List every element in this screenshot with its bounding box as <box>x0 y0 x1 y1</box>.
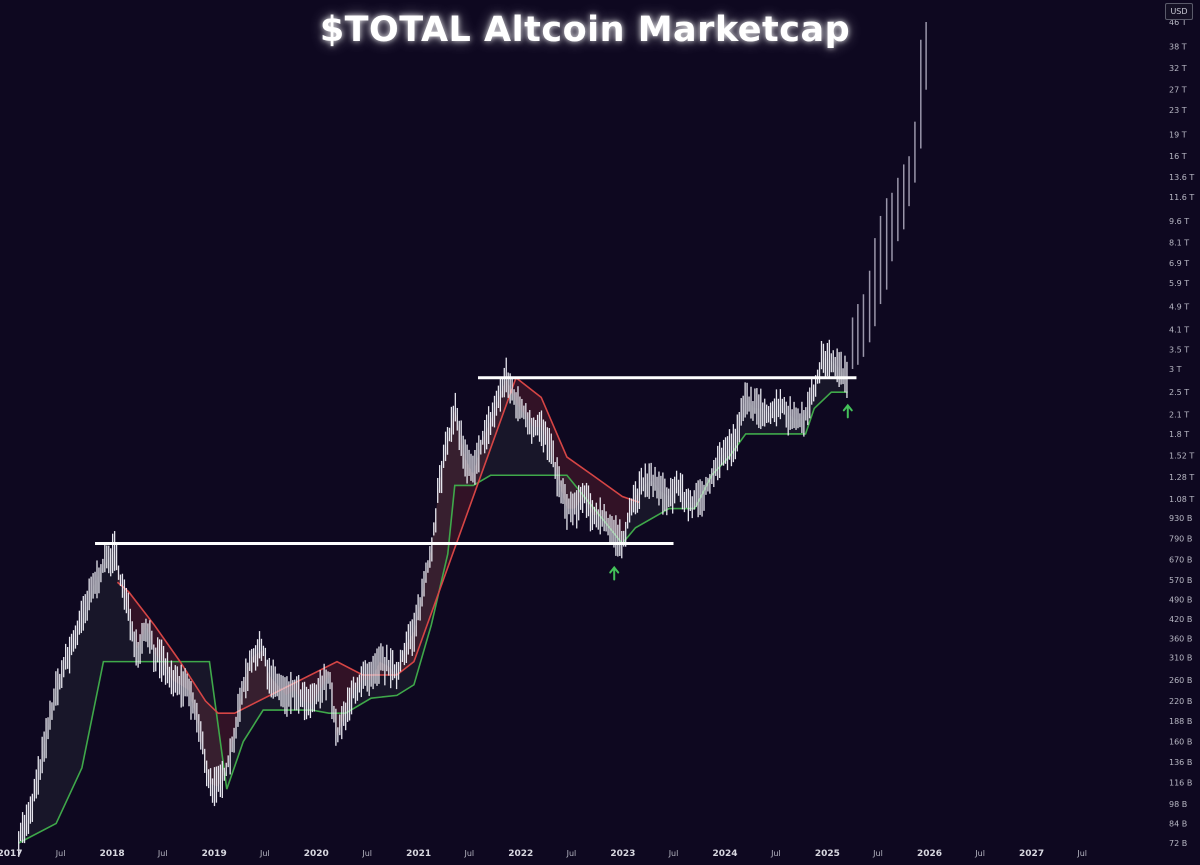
y-tick-label: 23 T <box>1169 106 1187 115</box>
band-layer <box>18 357 848 844</box>
y-tick-label: 3.5 T <box>1169 345 1189 354</box>
y-tick-label: 4.1 T <box>1169 325 1189 334</box>
y-tick-label: 16 T <box>1169 152 1187 161</box>
y-axis[interactable]: 46 T 38 T 32 T 27 T 23 T 19 T 16 T 13.6 T 11.6 T… <box>1169 18 1194 848</box>
y-tick-label: 2.1 T <box>1169 410 1189 419</box>
y-tick-label: 13.6 T <box>1169 173 1194 182</box>
x-axis[interactable]: 2017 Jul 2018 Jul 2019 Jul 2020 Jul 2021 Jul 2022 J… <box>0 849 1087 859</box>
x-tick-label: Jul <box>770 849 781 858</box>
x-tick-label: Jul <box>463 849 474 858</box>
y-tick-label: 420 B <box>1169 615 1192 624</box>
y-tick-label: 19 T <box>1169 130 1187 139</box>
up-arrow-icon <box>609 565 620 581</box>
x-tick-label: Jul <box>668 849 679 858</box>
x-tick-label: Jul <box>361 849 372 858</box>
x-tick-label: Jul <box>566 849 577 858</box>
up-arrow-icon <box>842 403 853 419</box>
arrow-layer <box>609 403 853 581</box>
y-tick-label: 930 B <box>1169 514 1192 523</box>
y-tick-label: 260 B <box>1169 676 1192 685</box>
x-tick-label: Jul <box>1076 849 1087 858</box>
y-tick-label: 5.9 T <box>1169 279 1189 288</box>
y-tick-label: 2.5 T <box>1169 388 1189 397</box>
y-tick-label: 11.6 T <box>1169 193 1194 202</box>
candle-layer <box>18 22 927 857</box>
y-tick-label: 38 T <box>1169 42 1187 51</box>
x-tick-label: 2024 <box>712 849 737 859</box>
y-tick-label: 6.9 T <box>1169 259 1189 268</box>
y-tick-label: 27 T <box>1169 86 1187 95</box>
x-tick-label: 2018 <box>100 849 125 859</box>
x-tick-label: Jul <box>872 849 883 858</box>
chart-title: $TOTAL Altcoin Marketcap <box>319 10 851 50</box>
y-tick-label: 490 B <box>1169 595 1192 604</box>
y-tick-label: 570 B <box>1169 576 1192 585</box>
y-tick-label: 1.28 T <box>1169 473 1194 482</box>
support-cloud <box>18 357 847 843</box>
x-tick-label: 2021 <box>406 849 431 859</box>
y-tick-label: 360 B <box>1169 634 1192 643</box>
y-tick-label: 670 B <box>1169 556 1192 565</box>
y-tick-label: 310 B <box>1169 653 1192 662</box>
y-tick-label: 98 B <box>1169 800 1187 809</box>
level-layer <box>95 376 857 545</box>
y-tick-label: 4.9 T <box>1169 303 1189 312</box>
y-tick-label: 116 B <box>1169 778 1192 787</box>
y-tick-label: 188 B <box>1169 717 1192 726</box>
y-tick-label: 46 T <box>1169 18 1187 27</box>
y-tick-label: 32 T <box>1169 64 1187 73</box>
y-tick-label: 72 B <box>1169 839 1187 848</box>
x-tick-label: 2025 <box>815 849 840 859</box>
x-tick-label: Jul <box>157 849 168 858</box>
y-tick-label: 9.6 T <box>1169 217 1189 226</box>
y-tick-label: 3 T <box>1169 365 1182 374</box>
x-tick-label: Jul <box>55 849 66 858</box>
x-tick-label: 2027 <box>1019 849 1044 859</box>
x-tick-label: 2020 <box>304 849 329 859</box>
x-tick-label: Jul <box>259 849 270 858</box>
x-tick-label: 2026 <box>917 849 942 859</box>
y-tick-label: 1.52 T <box>1169 451 1194 460</box>
x-tick-label: 2023 <box>610 849 635 859</box>
y-tick-label: 1.8 T <box>1169 430 1189 439</box>
x-tick-label: 2022 <box>508 849 533 859</box>
y-tick-label: 790 B <box>1169 535 1192 544</box>
x-tick-label: 2017 <box>0 849 23 859</box>
x-tick-label: Jul <box>974 849 985 858</box>
y-tick-label: 220 B <box>1169 697 1192 706</box>
currency-badge[interactable]: USD <box>1165 3 1193 20</box>
y-tick-label: 84 B <box>1169 819 1187 828</box>
y-tick-label: 1.08 T <box>1169 495 1194 504</box>
y-tick-label: 160 B <box>1169 738 1192 747</box>
y-tick-label: 136 B <box>1169 758 1192 767</box>
y-tick-label: 8.1 T <box>1169 239 1189 248</box>
x-tick-label: 2019 <box>202 849 227 859</box>
